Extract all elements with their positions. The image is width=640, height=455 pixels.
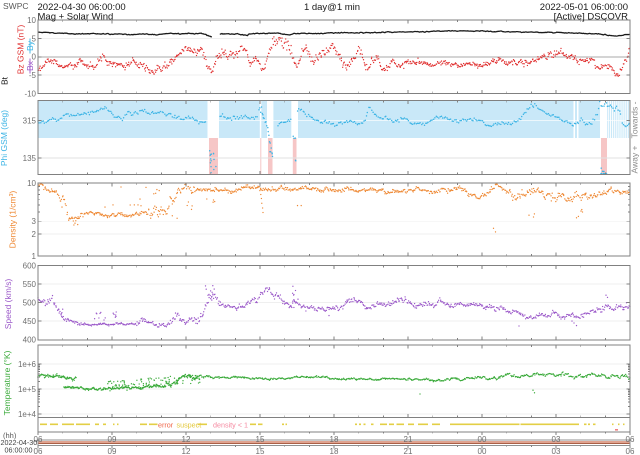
svg-text:suspect: suspect: [177, 421, 202, 430]
svg-text:03: 03: [552, 435, 561, 444]
svg-text:06: 06: [34, 447, 43, 455]
svg-text:1e+6: 1e+6: [18, 360, 37, 369]
svg-text:315: 315: [23, 116, 37, 125]
svg-text:450: 450: [23, 317, 37, 326]
svg-text:Temperature (°K): Temperature (°K): [2, 350, 12, 415]
svg-text:Density (1/cm³): Density (1/cm³): [8, 191, 18, 249]
svg-text:SWPC: SWPC: [3, 1, 29, 11]
svg-text:21: 21: [404, 447, 413, 455]
svg-text:1e+4: 1e+4: [18, 410, 37, 419]
svg-text:3: 3: [32, 217, 37, 226]
svg-text:(hh): (hh): [3, 431, 17, 440]
svg-text:2: 2: [32, 230, 37, 239]
svg-text:Speed (km/s): Speed (km/s): [3, 279, 13, 330]
svg-text:21: 21: [404, 435, 413, 444]
svg-text:15: 15: [256, 447, 265, 455]
svg-text:09: 09: [108, 435, 117, 444]
svg-text:5: 5: [32, 34, 37, 43]
svg-text:10: 10: [27, 179, 36, 188]
svg-text:Mag + Solar Wind: Mag + Solar Wind: [38, 12, 114, 23]
svg-text:06: 06: [626, 435, 635, 444]
svg-text:15: 15: [256, 435, 265, 444]
svg-text:2022-04-30 06:00:00: 2022-04-30 06:00:00: [38, 2, 126, 13]
svg-text:12: 12: [182, 435, 191, 444]
svg-text:09: 09: [108, 447, 117, 455]
svg-text:600: 600: [23, 261, 37, 270]
svg-text:00: 00: [478, 435, 487, 444]
svg-text:550: 550: [23, 280, 37, 289]
svg-text:00: 00: [478, 447, 487, 455]
svg-text:135: 135: [23, 154, 37, 163]
svg-text:Bz GSM (nT): Bz GSM (nT): [16, 25, 26, 75]
svg-text:density < 1: density < 1: [213, 421, 248, 430]
svg-text:Away + Towards -: Away + Towards -: [630, 101, 640, 173]
svg-text:2022-04-30: 2022-04-30: [1, 438, 38, 447]
svg-text:Phi GSM (deg): Phi GSM (deg): [0, 110, 9, 166]
svg-text:-10: -10: [24, 89, 36, 98]
svg-text:1e+5: 1e+5: [18, 385, 37, 394]
svg-text:Bt: Bt: [0, 76, 10, 85]
svg-text:2022-05-01 06:00:00: 2022-05-01 06:00:00: [540, 2, 628, 13]
svg-text:10: 10: [27, 16, 36, 25]
svg-text:error: error: [158, 421, 174, 430]
svg-text:18: 18: [330, 435, 339, 444]
svg-text:500: 500: [23, 299, 37, 308]
svg-text:12: 12: [182, 447, 191, 455]
svg-text:18: 18: [330, 447, 339, 455]
svg-text:[Active] DSCOVR: [Active] DSCOVR: [554, 12, 629, 23]
svg-text:400: 400: [23, 336, 37, 345]
svg-text:1: 1: [32, 252, 37, 261]
svg-text:-5: -5: [29, 71, 37, 80]
svg-text:0: 0: [32, 53, 37, 62]
svg-text:03: 03: [552, 447, 561, 455]
svg-text:06:00:00: 06:00:00: [5, 446, 33, 455]
svg-text:06: 06: [34, 435, 43, 444]
svg-text:06: 06: [626, 447, 635, 455]
svg-text:1 day@1 min: 1 day@1 min: [304, 2, 360, 13]
